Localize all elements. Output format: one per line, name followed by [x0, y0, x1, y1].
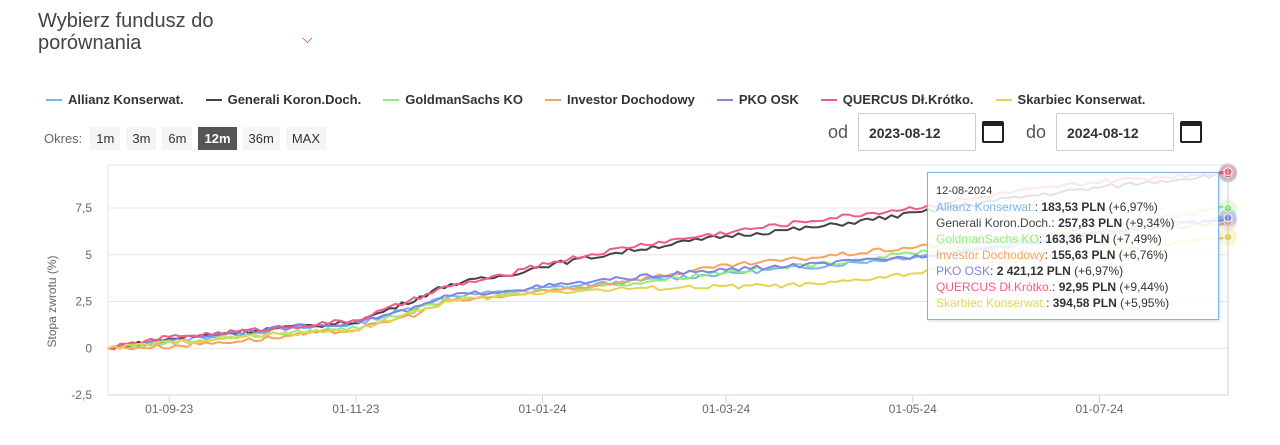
- tooltip-row: Generali Koron.Doch.: 257,83 PLN (+9,34%…: [936, 216, 1175, 230]
- tooltip-value: 183,53 PLN: [1041, 200, 1106, 214]
- legend-swatch: [995, 98, 1012, 101]
- tooltip-row: Skarbiec Konserwat.: 394,58 PLN (+5,95%): [936, 296, 1170, 310]
- legend-item[interactable]: GoldmanSachs KO: [383, 92, 523, 107]
- to-date-input[interactable]: 2024-08-12: [1056, 113, 1174, 151]
- tooltip-change: (+5,95%): [1116, 296, 1170, 310]
- tooltip-value: 394,58 PLN: [1052, 296, 1117, 310]
- period-selector: Okres: 1m 3m 6m 12m 36m MAX: [44, 127, 332, 150]
- tooltip-change: (+7,49%): [1109, 232, 1162, 246]
- legend-label: Generali Koron.Doch.: [227, 92, 362, 107]
- legend-label: Investor Dochodowy: [566, 92, 695, 107]
- from-date-input[interactable]: 2023-08-12: [857, 113, 976, 151]
- calendar-icon[interactable]: [981, 121, 1004, 143]
- legend-swatch: [544, 98, 561, 101]
- period-6m[interactable]: 6m: [162, 127, 193, 150]
- period-label: Okres:: [44, 131, 83, 146]
- to-label: do: [1025, 121, 1046, 142]
- x-tick-label: 01-05-24: [889, 402, 937, 416]
- x-tick-label: 01-09-23: [145, 402, 193, 416]
- tooltip-value: 92,95 PLN: [1058, 280, 1117, 294]
- chevron-down-icon[interactable]: ⌵: [302, 30, 313, 46]
- legend-label: Skarbiec Konserwat.: [1017, 92, 1146, 107]
- tooltip-series-name: Skarbiec Konserwat.: [936, 296, 1047, 310]
- tooltip-row: Allianz Konserwat.: 183,53 PLN (+6,97%): [936, 200, 1158, 214]
- y-axis-label: Stopa zwrotu (%): [45, 255, 59, 347]
- period-12m[interactable]: 12m: [198, 127, 237, 150]
- fund-selector[interactable]: Wybierz fundusz do porównania: [38, 10, 268, 54]
- y-tick-label: 0: [85, 341, 92, 355]
- tooltip-change: (+6,97%): [1070, 264, 1124, 278]
- legend-label: QUERCUS Dł.Krótko.: [842, 92, 974, 107]
- tooltip-change: (+6,76%): [1115, 248, 1168, 262]
- legend-label: PKO OSK: [738, 92, 799, 107]
- tooltip-series-name: GoldmanSachs KO: [936, 232, 1039, 246]
- legend-item[interactable]: Investor Dochodowy: [544, 92, 695, 107]
- legend-label: Allianz Konserwat.: [68, 92, 184, 107]
- tooltip-series-name: QUERCUS Dł.Krótko.: [936, 280, 1053, 294]
- x-tick-label: 01-01-24: [519, 402, 567, 416]
- chart-tooltip: 12-08-2024 Allianz Konserwat.: 183,53 PL…: [927, 172, 1219, 320]
- tooltip-row: PKO OSK: 2 421,12 PLN (+6,97%): [936, 264, 1124, 278]
- tooltip-change: (+9,34%): [1122, 216, 1175, 230]
- legend-swatch: [46, 98, 62, 101]
- tooltip-series-name: Generali Koron.Doch.: [936, 216, 1052, 230]
- legend-swatch: [820, 98, 837, 101]
- legend-swatch: [383, 98, 400, 101]
- period-max[interactable]: MAX: [285, 127, 326, 150]
- tooltip-change: (+6,97%): [1105, 200, 1158, 214]
- tooltip-change: (+9,44%): [1116, 280, 1169, 294]
- y-tick-label: 2,5: [75, 295, 92, 309]
- x-tick-label: 01-11-23: [332, 402, 379, 416]
- calendar-icon[interactable]: [1180, 121, 1202, 143]
- date-range: od 2023-08-12 do 2024-08-12: [828, 113, 1202, 151]
- legend-item[interactable]: Skarbiec Konserwat.: [995, 92, 1146, 107]
- period-1m[interactable]: 1m: [90, 127, 121, 150]
- period-3m[interactable]: 3m: [126, 127, 157, 150]
- tooltip-value: 2 421,12 PLN: [996, 264, 1071, 278]
- tooltip-row: QUERCUS Dł.Krótko.: 92,95 PLN (+9,44%): [936, 280, 1169, 294]
- tooltip-value: 257,83 PLN: [1058, 216, 1123, 230]
- legend-item[interactable]: PKO OSK: [716, 92, 799, 107]
- y-tick-label: 5: [85, 248, 92, 262]
- y-tick-label: -2,5: [71, 388, 92, 402]
- from-label: od: [827, 121, 848, 142]
- chart-legend: Allianz Konserwat. Generali Koron.Doch. Go…: [46, 92, 1167, 107]
- tooltip-date: 12-08-2024: [936, 185, 993, 197]
- tooltip-series-name: Investor Dochodowy: [936, 248, 1045, 262]
- legend-item[interactable]: Allianz Konserwat.: [46, 92, 184, 107]
- legend-item[interactable]: QUERCUS Dł.Krótko.: [820, 92, 974, 107]
- legend-label: GoldmanSachs KO: [405, 92, 523, 107]
- tooltip-series-name: Allianz Konserwat.: [936, 200, 1035, 214]
- tooltip-value: 163,36 PLN: [1045, 232, 1110, 246]
- tooltip-row: Investor Dochodowy: 155,63 PLN (+6,76%): [936, 248, 1168, 262]
- fund-selector-label: Wybierz fundusz do porównania: [38, 10, 214, 54]
- x-tick-label: 01-03-24: [702, 402, 750, 416]
- tooltip-row: GoldmanSachs KO: 163,36 PLN (+7,49%): [936, 232, 1162, 246]
- tooltip-series-name: PKO OSK: [936, 264, 991, 278]
- legend-item[interactable]: Generali Koron.Doch.: [205, 92, 362, 107]
- period-36m[interactable]: 36m: [242, 127, 280, 150]
- legend-swatch: [205, 98, 222, 101]
- tooltip-value: 155,63 PLN: [1051, 248, 1116, 262]
- x-tick-label: 01-07-24: [1075, 402, 1123, 416]
- y-tick-label: 7,5: [75, 201, 92, 215]
- legend-swatch: [716, 98, 733, 101]
